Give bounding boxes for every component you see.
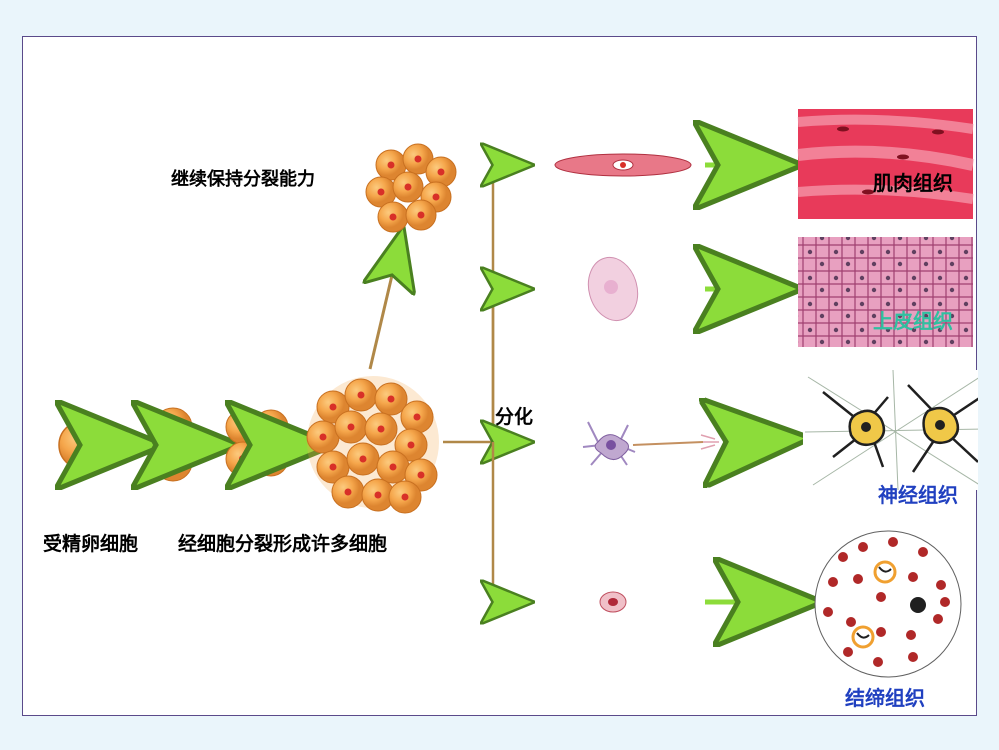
divide-cells-label: 经细胞分裂形成许多细胞 — [178, 529, 387, 556]
differentiation-label: 分化 — [495, 402, 533, 429]
epithelial-cell-icon — [582, 252, 645, 326]
diagram-svg — [23, 37, 978, 717]
connective-tissue-image — [815, 531, 961, 677]
fertilized-egg-label: 受精卵细胞 — [43, 529, 138, 556]
two-cell-stage — [154, 408, 192, 481]
nerve-tissue-image — [803, 370, 978, 490]
diagram-frame: 继续保持分裂能力 受精卵细胞 经细胞分裂形成许多细胞 分化 肌肉组织 上皮组织 … — [22, 36, 977, 716]
fertilized-egg-cell — [59, 421, 107, 469]
branch-line — [493, 442, 525, 602]
muscle-tissue-image — [798, 109, 973, 219]
muscle-tissue-label: 肌肉组织 — [873, 167, 953, 196]
connective-tissue-label: 结缔组织 — [845, 682, 925, 711]
epithelial-tissue-label: 上皮组织 — [873, 305, 953, 334]
top-cell-cluster — [366, 144, 456, 232]
muscle-cell-icon — [555, 154, 691, 176]
branch-line — [443, 165, 525, 442]
blood-cell-icon — [600, 592, 626, 612]
many-cell-cluster — [307, 376, 439, 513]
maintain-division-label: 继续保持分裂能力 — [171, 165, 315, 191]
neuron-cell-icon — [583, 422, 719, 465]
arrow-icon — [723, 439, 791, 442]
four-cell-stage — [226, 410, 288, 476]
nerve-tissue-label: 神经组织 — [878, 479, 958, 508]
arrow-up-icon — [370, 237, 401, 369]
